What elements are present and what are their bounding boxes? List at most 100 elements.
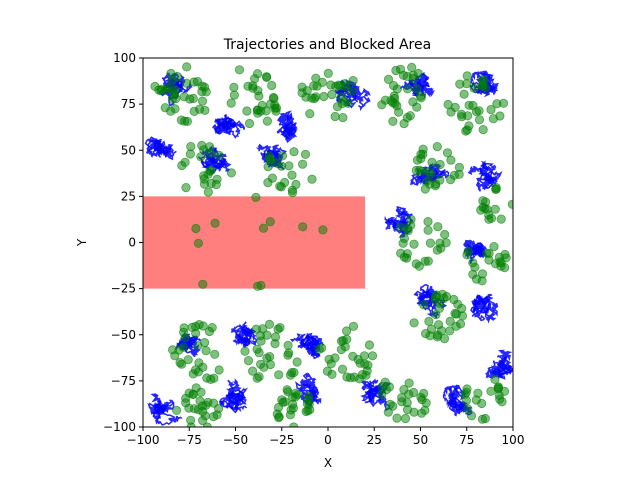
scatter-point [450, 308, 460, 319]
scatter-point [430, 295, 440, 305]
scatter-point [229, 90, 239, 100]
y-tick-label: −50 [111, 328, 136, 342]
scatter-point [300, 149, 311, 159]
scatter-point [212, 174, 222, 184]
scatter-point [416, 408, 427, 418]
scatter-point [160, 103, 170, 113]
scatter-point [201, 400, 211, 410]
scatter-point [463, 404, 473, 414]
scatter-point [178, 342, 188, 352]
scatter-point [424, 167, 434, 177]
scatter-point [449, 170, 459, 180]
scatter-point [336, 344, 346, 355]
scatter-point [314, 344, 324, 354]
scatter-point [420, 256, 430, 266]
scatter-point [377, 100, 387, 110]
scatter-point [442, 148, 453, 158]
y-tick-label: −100 [103, 420, 136, 434]
scatter-point [494, 390, 504, 400]
scatter-point [167, 76, 177, 86]
scatter-point [383, 407, 393, 417]
trajectory-line [473, 298, 490, 322]
scatter-point [166, 68, 176, 79]
trajectory-line [289, 333, 324, 360]
trajectory-line [467, 242, 488, 265]
scatter-point [417, 395, 427, 405]
scatter-point [205, 142, 215, 152]
scatter-point [397, 397, 407, 407]
scatter-point [252, 105, 262, 115]
trajectory-line [213, 114, 245, 140]
trajectory-line [471, 293, 499, 324]
trajectory-line [153, 138, 177, 161]
scatter-point [407, 62, 417, 73]
scatter-point [272, 158, 282, 168]
scatter-point [234, 65, 245, 75]
scatter-point [226, 168, 236, 178]
scatter-point [364, 340, 375, 350]
scatter-point [254, 372, 264, 382]
scatter-point [386, 96, 396, 106]
scatter-point [463, 246, 473, 256]
scatter-point [229, 82, 239, 93]
scatter-point [297, 159, 308, 169]
scatter-point [454, 162, 464, 172]
scatter-point [432, 142, 442, 152]
scatter-point [400, 413, 411, 424]
trajectory-line [230, 323, 253, 345]
scatter-point [193, 341, 203, 351]
scatter-point [420, 328, 431, 339]
scatter-point [345, 373, 356, 383]
scatter-point [180, 333, 190, 343]
scatter-point [433, 222, 443, 232]
y-tick-label: −75 [111, 374, 136, 388]
scatter-point [388, 116, 398, 127]
points-layer [150, 62, 513, 427]
scatter-point [435, 159, 445, 170]
scatter-point [416, 93, 426, 103]
scatter-point [383, 74, 394, 85]
scatter-point [418, 300, 429, 310]
scatter-point [192, 77, 203, 87]
scatter-point [457, 112, 467, 122]
scatter-point [392, 101, 402, 111]
blocked-area [143, 196, 365, 289]
x-tick-label: −75 [177, 433, 202, 447]
scatter-point [202, 373, 212, 383]
scatter-point [197, 140, 207, 151]
trajectory-line [152, 400, 183, 426]
y-axis-label: Y [75, 238, 89, 247]
trajectory-line [411, 71, 430, 100]
scatter-point [182, 62, 192, 72]
scatter-point [203, 187, 213, 197]
scatter-point [367, 351, 378, 361]
scatter-point [180, 116, 190, 126]
scatter-point [507, 199, 513, 209]
y-tick-label: 100 [113, 51, 136, 65]
scatter-point [193, 238, 203, 248]
scatter-point [198, 321, 208, 331]
scatter-point [309, 93, 320, 104]
scatter-point [491, 183, 501, 193]
scatter-point [408, 97, 418, 107]
scatter-point [403, 226, 413, 236]
scatter-point [424, 316, 434, 326]
scatter-point [468, 269, 478, 279]
scatter-point [282, 385, 292, 395]
scatter-point [272, 409, 282, 419]
scatter-point [471, 395, 481, 405]
scatter-point [490, 374, 500, 384]
scatter-point [252, 344, 262, 354]
scatter-point [439, 333, 450, 344]
scatter-point [180, 157, 190, 167]
y-tick-label: 50 [121, 143, 136, 157]
y-tick-label: 25 [121, 189, 136, 203]
scatter-point [214, 150, 224, 160]
x-tick-label: 100 [502, 433, 525, 447]
x-tick-label: 0 [324, 433, 332, 447]
scatter-point [270, 332, 281, 342]
scatter-point [256, 280, 266, 291]
trajectory-line [276, 110, 298, 140]
scatter-point [181, 393, 191, 403]
